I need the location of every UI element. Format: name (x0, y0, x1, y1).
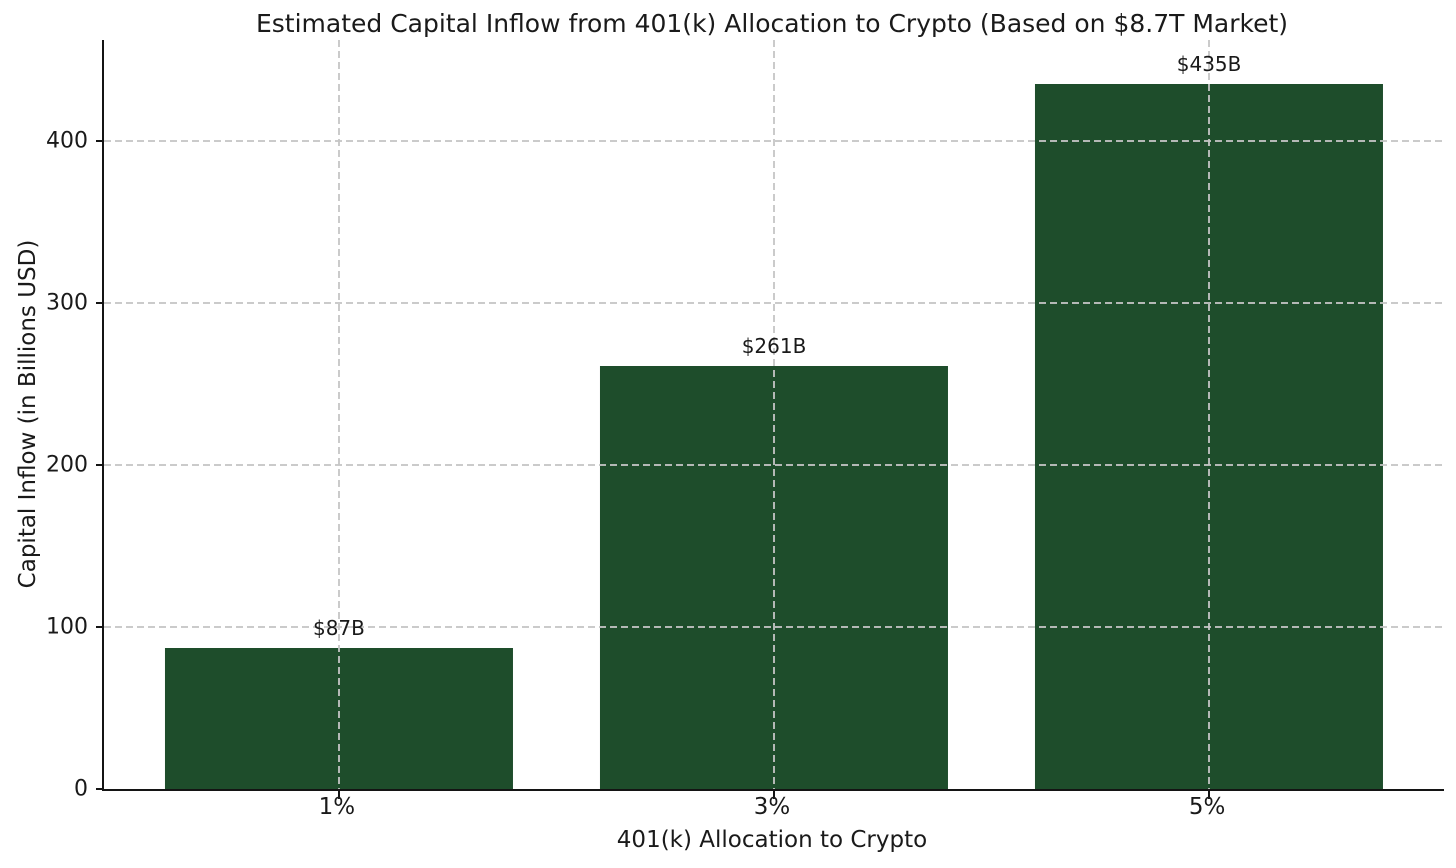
y-tick-mark (96, 463, 104, 466)
y-tick-mark (96, 788, 104, 790)
bar-value-label: $87B (312, 615, 365, 640)
y-tick-mark (96, 625, 104, 628)
x-tick-mark (1208, 791, 1211, 799)
y-tick-mark (96, 301, 104, 304)
bar (599, 365, 949, 789)
plot-area: $87B $261B $435B (96, 40, 1444, 799)
y-tick-label: 100 (46, 614, 88, 640)
y-tick-label: 300 (46, 290, 88, 316)
y-tick-label: 0 (74, 776, 88, 802)
bar-value-label: $261B (741, 333, 807, 358)
y-tick-mark (96, 139, 104, 142)
x-tick-label: 3% (753, 794, 791, 820)
y-tick-label: 200 (46, 452, 88, 478)
bar (164, 647, 513, 789)
x-axis-label: 401(k) Allocation to Crypto (616, 827, 928, 853)
bar (1035, 83, 1384, 789)
x-tick-label: 5% (1188, 794, 1226, 820)
chart-title: Estimated Capital Inflow from 401(k) All… (255, 9, 1289, 38)
y-tick-label: 400 (46, 128, 88, 153)
bar-value-label: $435B (1176, 51, 1242, 76)
x-tick-mark (773, 791, 775, 799)
x-tick-mark (337, 791, 340, 799)
x-tick-label: 1% (318, 794, 356, 820)
